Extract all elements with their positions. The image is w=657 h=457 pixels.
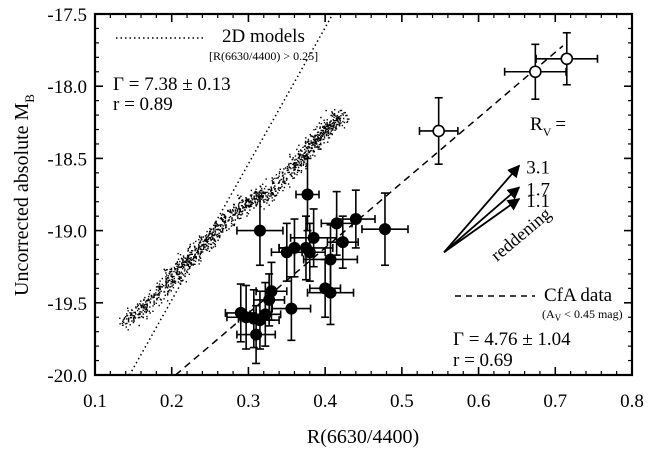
data-point bbox=[270, 222, 303, 282]
filled-marker bbox=[303, 246, 316, 259]
filled-marker bbox=[324, 253, 337, 266]
rv-value-label: 3.1 bbox=[526, 158, 550, 179]
open-marker bbox=[432, 124, 445, 138]
y-tick-label: -18.0 bbox=[47, 77, 87, 98]
y-axis-title-sub: B bbox=[22, 94, 37, 103]
filled-marker bbox=[253, 224, 266, 237]
y-axis-title: Uncorrected absolute MB bbox=[11, 94, 37, 296]
filled-marker bbox=[259, 308, 272, 321]
x-tick-label: 0.5 bbox=[390, 391, 414, 412]
x-tick-label: 0.4 bbox=[313, 391, 337, 412]
filled-marker bbox=[285, 302, 298, 315]
y-tick-label: -19.5 bbox=[47, 294, 87, 315]
rv-label: RV = bbox=[530, 114, 566, 139]
filled-marker bbox=[307, 231, 320, 244]
filled-marker bbox=[336, 236, 349, 249]
data-point bbox=[236, 195, 284, 267]
filled-marker bbox=[263, 293, 276, 306]
data-point bbox=[271, 276, 312, 342]
data-point bbox=[236, 304, 277, 365]
x-axis-title: R(6630/4400) bbox=[307, 426, 419, 448]
y-axis-title-group: Uncorrected absolute MB bbox=[11, 94, 37, 296]
reddening-arrow bbox=[443, 164, 521, 253]
data-point bbox=[503, 43, 567, 100]
y-tick-label: -20.0 bbox=[47, 366, 87, 387]
x-tick-label: 0.1 bbox=[83, 391, 107, 412]
filled-marker bbox=[349, 213, 362, 226]
data-legend-label: CfA data bbox=[544, 285, 613, 306]
filled-marker bbox=[250, 328, 263, 341]
data-legend-r: r = 0.69 bbox=[453, 350, 513, 371]
y-axis-title-main: Uncorrected absolute M bbox=[11, 102, 33, 295]
data-point bbox=[249, 281, 282, 347]
y-tick-label: -17.5 bbox=[47, 5, 87, 26]
reddening-arrow bbox=[443, 198, 521, 253]
data-point bbox=[335, 189, 376, 249]
rv-value-label: 1.7 bbox=[526, 179, 550, 200]
x-tick-label: 0.2 bbox=[160, 391, 184, 412]
data-point bbox=[418, 96, 459, 165]
open-marker bbox=[529, 65, 542, 79]
filled-marker bbox=[378, 223, 391, 236]
filled-marker bbox=[324, 286, 337, 299]
fit-lines bbox=[128, 13, 564, 376]
axis-ticks: 0.1 0.2 0.3 0.4 0.5 0.6 0.7 0.8 -17.5 -18.0 -18.5 -… bbox=[47, 5, 643, 412]
model-legend-r: r = 0.89 bbox=[113, 94, 173, 115]
open-marker bbox=[560, 52, 574, 66]
filled-marker bbox=[330, 217, 343, 230]
x-tick-label: 0.8 bbox=[620, 391, 644, 412]
y-tick-label: -19.0 bbox=[47, 222, 87, 243]
data-point bbox=[361, 192, 409, 267]
y-tick-label: -18.5 bbox=[47, 149, 87, 170]
x-tick-label: 0.6 bbox=[467, 391, 491, 412]
data-point bbox=[295, 157, 320, 232]
reddening-vectors: 3.11.71.1 bbox=[443, 158, 550, 253]
data-point bbox=[308, 258, 342, 319]
data-legend-gamma: Γ = 4.76 ± 1.04 bbox=[453, 329, 571, 350]
model-legend-gamma: Γ = 7.38 ± 0.13 bbox=[113, 74, 231, 95]
data-point bbox=[320, 190, 353, 256]
filled-marker bbox=[280, 246, 293, 259]
plot-frame bbox=[93, 12, 634, 377]
model-legend-label: 2D models bbox=[222, 26, 305, 47]
rv-value-label: 1.1 bbox=[526, 191, 550, 212]
model-fit-line bbox=[128, 13, 334, 376]
cfa-points bbox=[224, 31, 599, 365]
model-point-cloud bbox=[119, 109, 350, 331]
model-dots bbox=[119, 109, 350, 331]
model-legend-condition: [R(6630/4400) > 0.25] bbox=[209, 49, 318, 63]
x-tick-label: 0.7 bbox=[543, 391, 567, 412]
data-point bbox=[535, 31, 599, 86]
filled-marker bbox=[301, 188, 314, 201]
reddening-label: reddening bbox=[487, 203, 555, 265]
data-legend-condition: (AV < 0.45 mag) bbox=[542, 307, 623, 323]
x-tick-label: 0.3 bbox=[237, 391, 261, 412]
data-point bbox=[306, 260, 355, 326]
